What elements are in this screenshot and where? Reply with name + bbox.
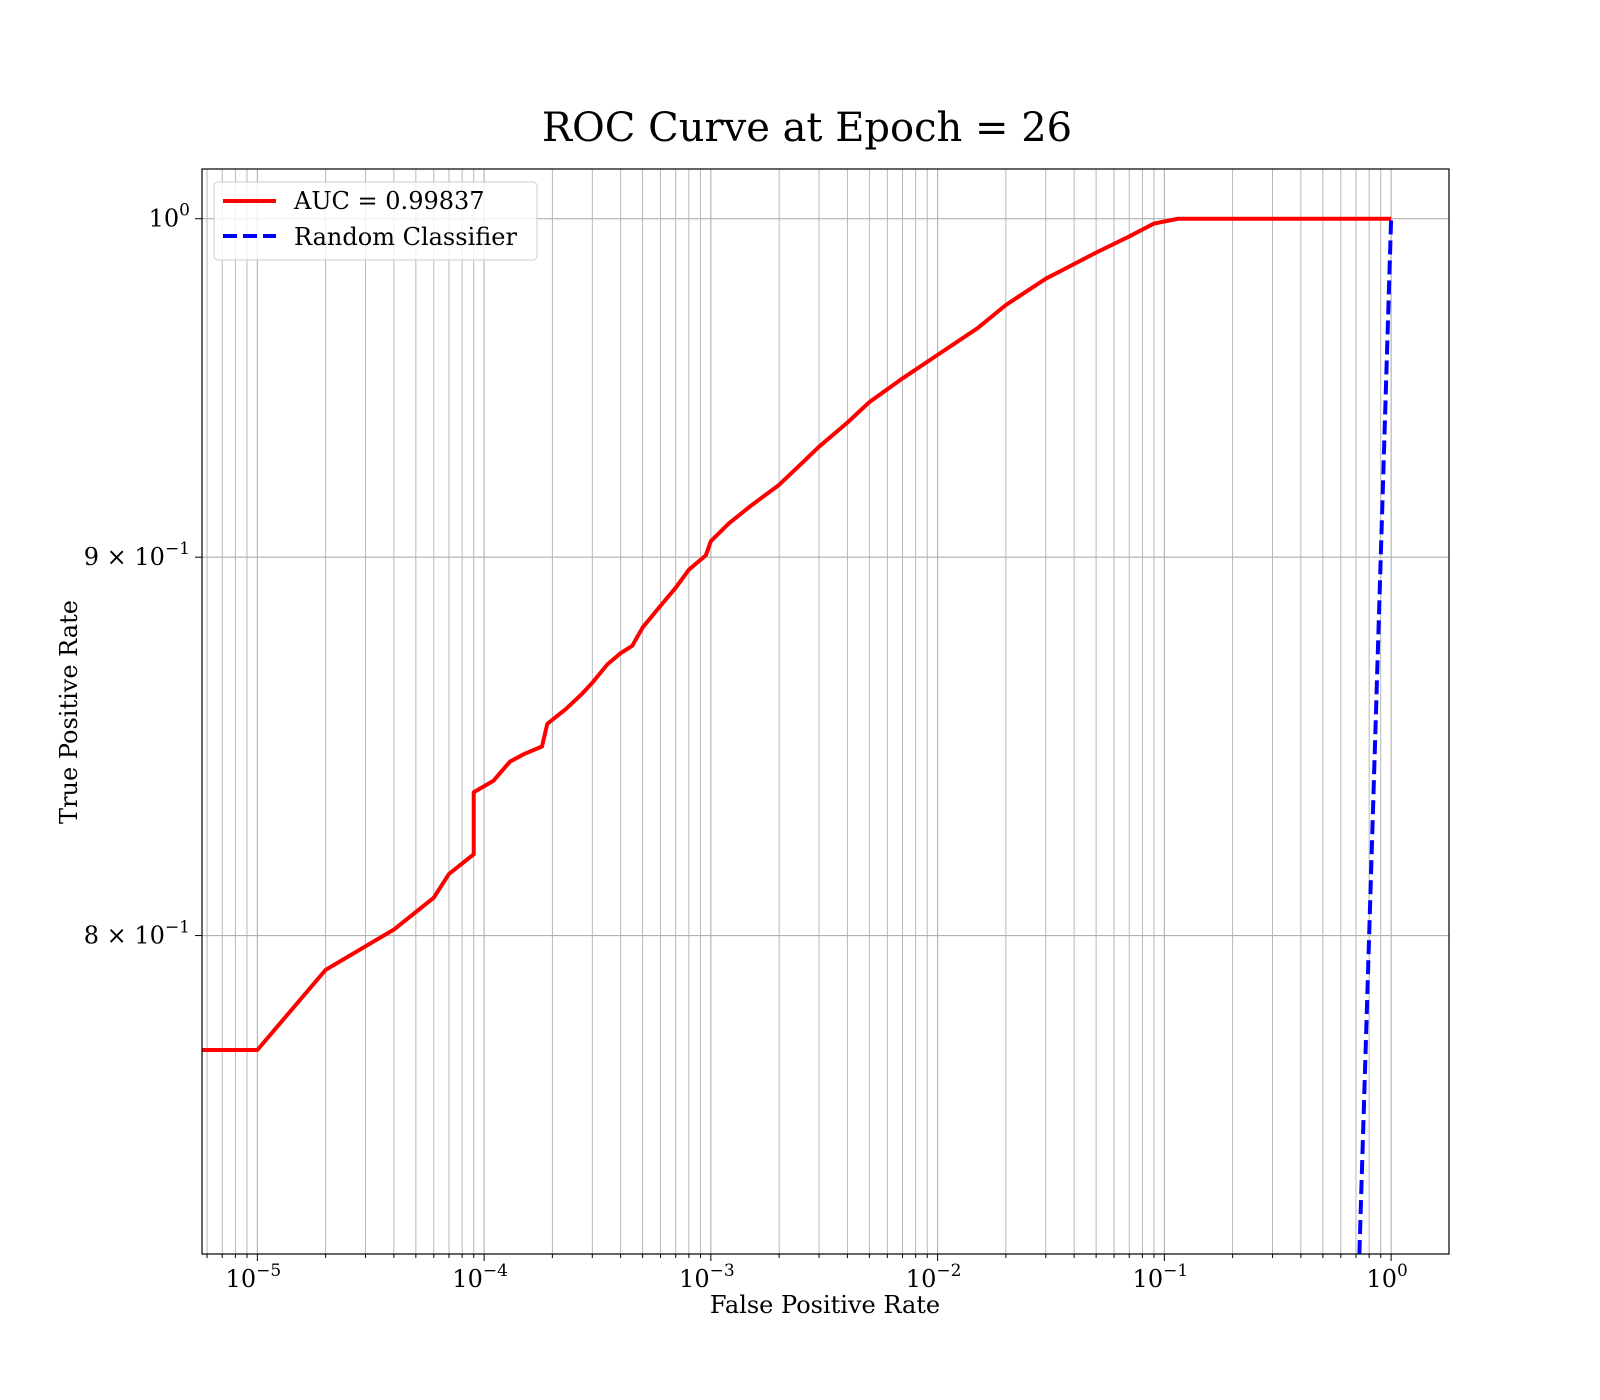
x-tick-label: 10−2 [906, 1261, 962, 1293]
legend-label-auc: AUC = 0.99837 [293, 187, 485, 215]
chart-title: ROC Curve at Epoch = 26 [542, 105, 1072, 151]
x-axis-label: False Positive Rate [710, 1291, 940, 1319]
y-tick-label: 9 × 10−1 [84, 539, 190, 571]
legend-label-random: Random Classifier [294, 223, 517, 251]
x-tick-label: 10−1 [1133, 1261, 1189, 1293]
roc-curve-line [202, 216, 1392, 1052]
x-tick-label: 10−5 [226, 1261, 282, 1293]
series-lines [202, 216, 1394, 1254]
random-classifier-line [1357, 218, 1394, 1254]
legend: AUC = 0.99837 Random Classifier [213, 181, 538, 261]
axis-ticks: 10−5 10−4 10−3 10−2 10−1 100 8 × 10−1 9 × 10−1 1… [84, 201, 1408, 1293]
x-tick-label: 100 [1366, 1261, 1407, 1293]
series-layer [202, 216, 1394, 1254]
y-tick-label: 100 [149, 201, 190, 233]
grid-lines [202, 169, 1449, 1254]
x-tick-label: 10−3 [679, 1261, 735, 1293]
y-axis-label: True Positive Rate [55, 600, 83, 824]
x-tick-label: 10−4 [452, 1261, 508, 1293]
plot-frame [201, 168, 1450, 1255]
y-tick-label: 8 × 10−1 [84, 918, 190, 950]
legend-box [213, 181, 538, 261]
